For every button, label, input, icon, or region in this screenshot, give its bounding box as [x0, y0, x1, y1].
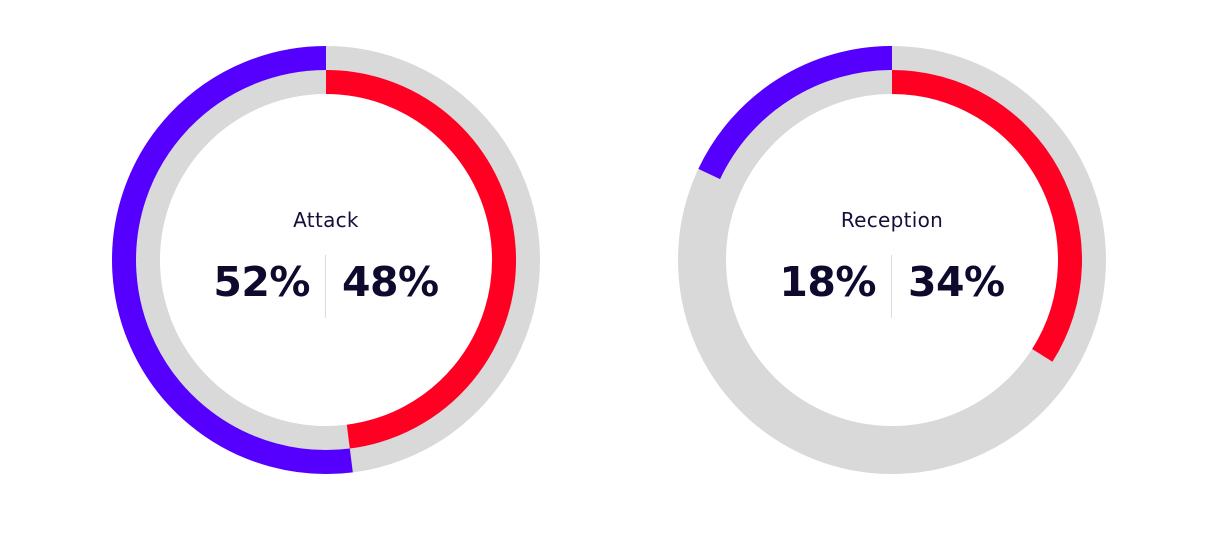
reception-divider [891, 255, 892, 318]
reception-title: Reception [840, 208, 944, 232]
attack-left-percentage: 52% [213, 258, 310, 306]
attack-right-arc [325, 70, 516, 449]
attack-left-arc [112, 46, 353, 474]
attack-right-percentage: 48% [342, 258, 439, 306]
attack-title: Attack [293, 208, 359, 232]
attack-donut-svg [112, 46, 540, 474]
reception-center-labels: Reception 18% 34% [676, 44, 1108, 476]
reception-donut-svg [678, 46, 1106, 474]
reception-donut-chart: Reception 18% 34% [676, 44, 1108, 476]
reception-right-arc [891, 70, 1082, 362]
reception-left-arc [698, 46, 893, 180]
reception-left-percentage: 18% [779, 258, 876, 306]
attack-divider [325, 255, 326, 318]
reception-right-percentage: 34% [908, 258, 1005, 306]
attack-donut-chart: Attack 52% 48% [110, 44, 542, 476]
attack-center-labels: Attack 52% 48% [110, 44, 542, 476]
